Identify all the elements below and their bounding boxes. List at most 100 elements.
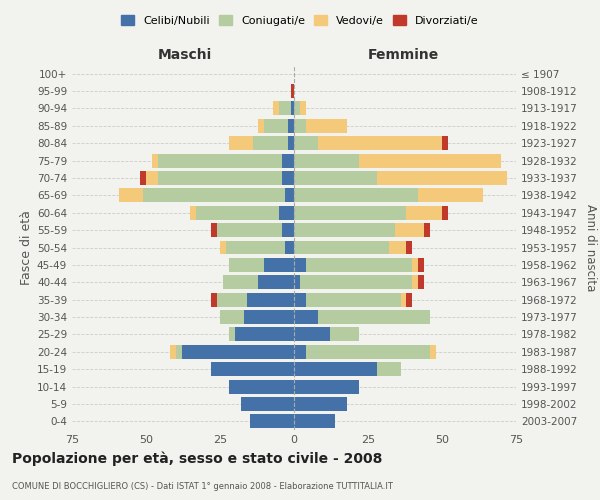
Bar <box>294 223 395 237</box>
Bar <box>317 310 430 324</box>
Bar <box>294 328 329 342</box>
Bar <box>294 188 418 202</box>
Bar <box>220 240 226 254</box>
Bar <box>229 136 253 150</box>
Bar <box>294 292 306 306</box>
Bar <box>119 188 143 202</box>
Bar <box>285 240 294 254</box>
Bar <box>442 206 448 220</box>
Bar <box>294 154 359 168</box>
Bar <box>282 171 294 185</box>
Bar <box>211 292 217 306</box>
Bar <box>152 154 158 168</box>
Bar <box>217 292 247 306</box>
Bar <box>418 188 484 202</box>
Bar <box>259 276 294 289</box>
Bar <box>300 276 412 289</box>
Bar <box>430 345 436 358</box>
Bar <box>377 171 507 185</box>
Bar <box>211 362 294 376</box>
Bar <box>158 154 282 168</box>
Bar <box>253 136 288 150</box>
Bar <box>190 206 196 220</box>
Bar <box>247 292 294 306</box>
Bar <box>217 223 282 237</box>
Bar <box>306 119 347 133</box>
Bar <box>273 102 279 116</box>
Bar <box>294 414 335 428</box>
Bar <box>223 276 259 289</box>
Bar <box>282 223 294 237</box>
Bar <box>176 345 182 358</box>
Bar <box>294 240 389 254</box>
Bar <box>241 397 294 411</box>
Bar <box>306 345 430 358</box>
Bar <box>279 102 291 116</box>
Bar <box>406 206 442 220</box>
Bar <box>418 258 424 272</box>
Bar <box>282 154 294 168</box>
Bar <box>294 362 377 376</box>
Text: Popolazione per età, sesso e stato civile - 2008: Popolazione per età, sesso e stato civil… <box>12 451 382 466</box>
Bar <box>401 292 406 306</box>
Bar <box>294 136 317 150</box>
Bar <box>140 171 146 185</box>
Bar <box>291 102 294 116</box>
Bar <box>412 258 418 272</box>
Bar <box>294 171 377 185</box>
Bar <box>146 171 158 185</box>
Bar <box>229 258 265 272</box>
Bar <box>265 119 288 133</box>
Bar <box>389 240 406 254</box>
Bar <box>418 276 424 289</box>
Bar <box>294 258 306 272</box>
Bar <box>288 119 294 133</box>
Bar <box>294 119 306 133</box>
Bar <box>235 328 294 342</box>
Text: COMUNE DI BOCCHIGLIERO (CS) - Dati ISTAT 1° gennaio 2008 - Elaborazione TUTTITAL: COMUNE DI BOCCHIGLIERO (CS) - Dati ISTAT… <box>12 482 393 491</box>
Bar <box>306 292 401 306</box>
Bar <box>196 206 279 220</box>
Bar <box>294 397 347 411</box>
Bar <box>250 414 294 428</box>
Bar <box>288 136 294 150</box>
Bar <box>377 362 401 376</box>
Bar <box>406 292 412 306</box>
Bar <box>158 171 282 185</box>
Bar <box>291 84 294 98</box>
Bar <box>294 345 306 358</box>
Bar <box>229 380 294 394</box>
Bar <box>285 188 294 202</box>
Y-axis label: Anni di nascita: Anni di nascita <box>584 204 597 291</box>
Bar <box>143 188 285 202</box>
Bar <box>294 380 359 394</box>
Bar <box>279 206 294 220</box>
Legend: Celibi/Nubili, Coniugati/e, Vedovi/e, Divorziati/e: Celibi/Nubili, Coniugati/e, Vedovi/e, Di… <box>117 10 483 30</box>
Bar <box>170 345 176 358</box>
Bar <box>317 136 442 150</box>
Bar <box>182 345 294 358</box>
Bar <box>265 258 294 272</box>
Bar <box>424 223 430 237</box>
Y-axis label: Fasce di età: Fasce di età <box>20 210 33 285</box>
Text: Femmine: Femmine <box>368 48 439 62</box>
Bar <box>412 276 418 289</box>
Bar <box>229 328 235 342</box>
Text: Maschi: Maschi <box>157 48 212 62</box>
Bar <box>220 310 244 324</box>
Bar <box>294 206 406 220</box>
Bar <box>294 310 317 324</box>
Bar <box>294 102 300 116</box>
Bar <box>244 310 294 324</box>
Bar <box>442 136 448 150</box>
Bar <box>259 119 265 133</box>
Bar <box>406 240 412 254</box>
Bar <box>211 223 217 237</box>
Bar <box>395 223 424 237</box>
Bar <box>300 102 306 116</box>
Bar <box>306 258 412 272</box>
Bar <box>294 276 300 289</box>
Bar <box>359 154 501 168</box>
Bar <box>226 240 285 254</box>
Bar <box>329 328 359 342</box>
